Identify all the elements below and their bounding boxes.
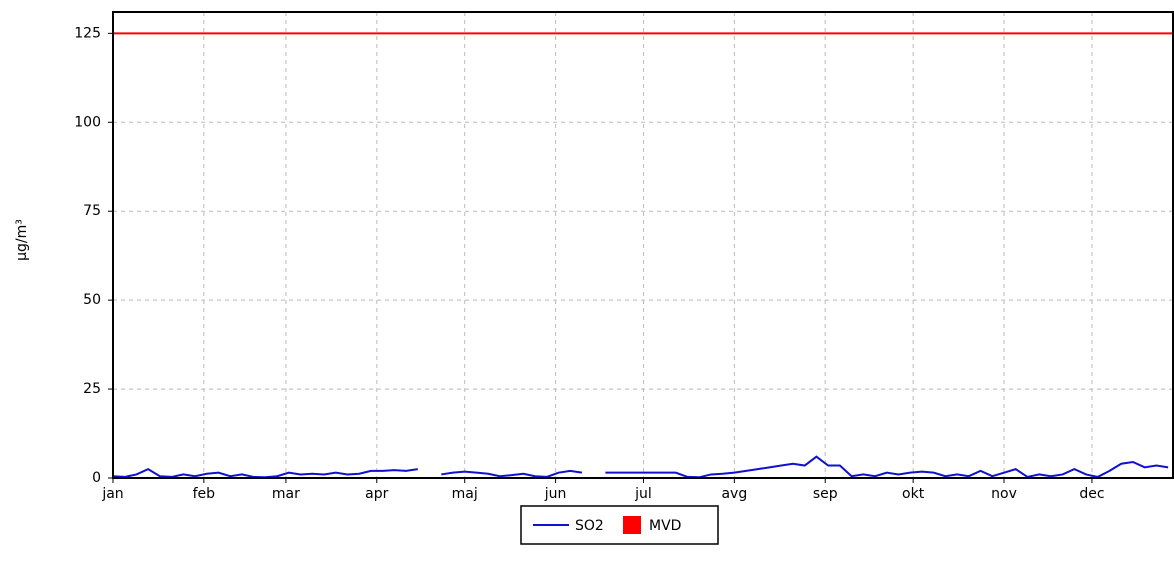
y-tick-label: 75 xyxy=(83,203,101,219)
y-tick-label: 100 xyxy=(74,114,101,130)
x-tick-label: jun xyxy=(544,486,567,502)
y-axis-label: µg/m³ xyxy=(14,219,30,261)
x-tick-label: okt xyxy=(902,486,925,502)
x-tick-label: sep xyxy=(813,486,838,502)
y-tick-label: 125 xyxy=(74,25,101,41)
x-tick-label: dec xyxy=(1079,486,1104,502)
y-tick-label: 25 xyxy=(83,381,101,397)
x-tick-label: mar xyxy=(272,486,300,502)
x-tick-label: apr xyxy=(365,486,388,502)
x-tick-label: maj xyxy=(452,486,478,502)
data-line xyxy=(112,455,1169,479)
x-tick-label: avg xyxy=(721,486,747,502)
legend-label: MVD xyxy=(649,518,681,534)
x-tick-label: jan xyxy=(101,486,123,502)
legend-square-swatch xyxy=(623,516,641,534)
y-tick-label: 50 xyxy=(83,292,101,308)
x-tick-label: jul xyxy=(634,486,652,502)
x-tick-label: nov xyxy=(991,486,1017,502)
x-tick-label: feb xyxy=(193,486,216,502)
y-tick-label: 0 xyxy=(92,470,101,486)
legend-label: SO2 xyxy=(575,518,604,534)
axis-frame xyxy=(112,11,1174,479)
